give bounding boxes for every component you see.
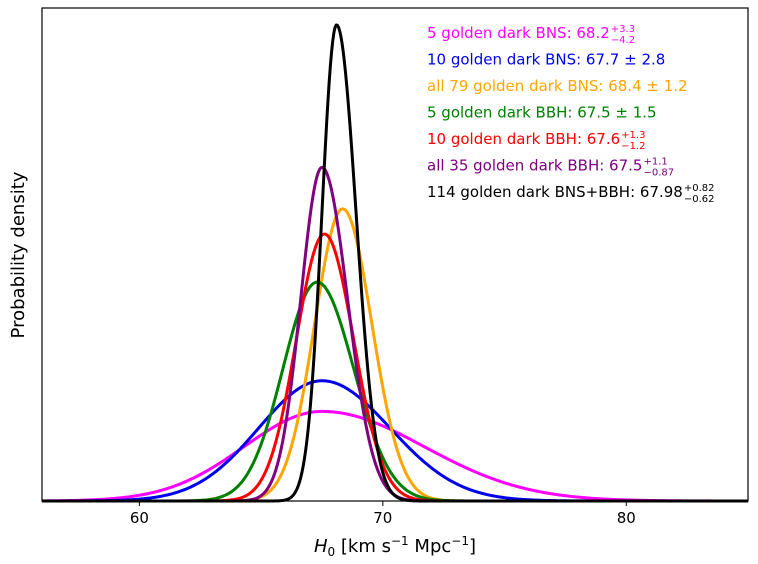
legend-upper-error: +1.3 [621,130,645,141]
series-line-3 [41,207,749,503]
legend-entry-1: 5 golden dark BNS: 68.2 [427,24,610,42]
curves-group [41,23,749,503]
series-line-5 [41,232,749,503]
legend-lower-error: −1.2 [621,141,645,152]
x-tick-label: 60 [130,509,149,527]
legend-entry-5: 10 golden dark BBH: 67.6 [427,130,620,148]
legend-entry-4: 5 golden dark BBH: 67.5 ± 1.5 [427,104,657,122]
legend-upper-error: +1.1 [643,157,667,168]
x-axis-ticks: 60 70 80 [130,501,636,527]
legend-entry-6: all 35 golden dark BBH: 67.5 [427,157,642,175]
plot-frame [41,7,749,502]
legend-upper-error: +0.82 [684,183,715,194]
x-tick-label: 70 [373,509,392,527]
legend: 5 golden dark BNS: 68.2 +3.3−4.2 10 golden… [427,24,715,205]
series-line-7 [41,23,749,503]
legend-lower-error: −0.62 [684,194,715,205]
legend-entry-2: 10 golden dark BNS: 67.7 ± 2.8 [427,51,665,69]
legend-entry-3: all 79 golden dark BNS: 68.4 ± 1.2 [427,77,688,95]
x-tick-label: 80 [617,509,636,527]
series-line-6 [41,165,749,503]
y-axis-label: Probability density [8,171,29,338]
x-axis-label: H0 [km s−1 Mpc−1] [314,534,476,559]
legend-entry-7: 114 golden dark BNS+BBH: 67.98 [427,183,683,201]
series-line-4 [41,280,749,503]
legend-upper-error: +3.3 [611,24,635,35]
legend-lower-error: −4.2 [611,35,635,46]
legend-lower-error: −0.87 [643,168,674,179]
